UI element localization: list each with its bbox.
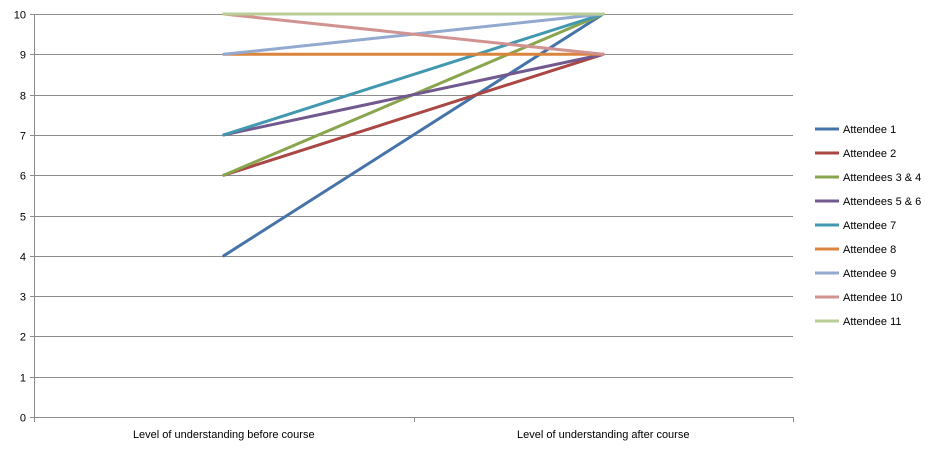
y-tick-label: 1: [20, 373, 26, 385]
y-tick-label: 2: [20, 332, 26, 344]
legend-item: Attendee 11: [815, 316, 902, 328]
series-line: [222, 52, 605, 137]
y-tick-label: 7: [20, 131, 26, 143]
legend-item: Attendee 10: [815, 292, 902, 304]
y-tick-label: 8: [20, 91, 26, 103]
y-tick-label: 5: [20, 212, 26, 224]
legend-item: Attendee 8: [815, 244, 896, 256]
axes: [30, 14, 794, 422]
series-lines: [222, 12, 605, 258]
legend-label: Attendee 11: [843, 316, 902, 328]
series-line: [222, 12, 605, 56]
series-line: [222, 12, 605, 137]
y-tick-label: 0: [20, 413, 26, 425]
legend-label: Attendee 8: [843, 244, 896, 256]
x-category-label: Level of understanding before course: [133, 429, 315, 441]
legend-item: Attendee 1: [815, 124, 896, 136]
legend-item: Attendee 2: [815, 148, 896, 160]
legend-label: Attendee 9: [843, 268, 896, 280]
y-tick-label: 4: [20, 252, 26, 264]
x-axis-category-labels: Level of understanding before course Leve…: [133, 429, 690, 441]
x-category-label: Level of understanding after course: [517, 429, 689, 441]
series-line: [222, 12, 605, 258]
gridlines: [34, 14, 793, 378]
legend-label: Attendees 3 & 4: [843, 172, 921, 184]
legend-item: Attendee 7: [815, 220, 896, 232]
legend-label: Attendee 2: [843, 148, 896, 160]
y-tick-label: 9: [20, 50, 26, 62]
legend-item: Attendees 3 & 4: [815, 172, 921, 184]
y-tick-label: 3: [20, 292, 26, 304]
legend-label: Attendee 1: [843, 124, 896, 136]
legend: Attendee 1 Attendee 2 Attendees 3 & 4 Atten…: [815, 124, 921, 328]
legend-item: Attendee 9: [815, 268, 896, 280]
legend-item: Attendees 5 & 6: [815, 196, 921, 208]
y-tick-label: 10: [14, 10, 26, 22]
series-line: [222, 52, 605, 177]
legend-label: Attendee 10: [843, 292, 902, 304]
legend-label: Attendee 7: [843, 220, 896, 232]
y-axis-tick-labels: 0 1 2 3 4 5 6 7 8 9 10: [14, 10, 26, 425]
legend-label: Attendees 5 & 6: [843, 196, 921, 208]
y-tick-label: 6: [20, 171, 26, 183]
